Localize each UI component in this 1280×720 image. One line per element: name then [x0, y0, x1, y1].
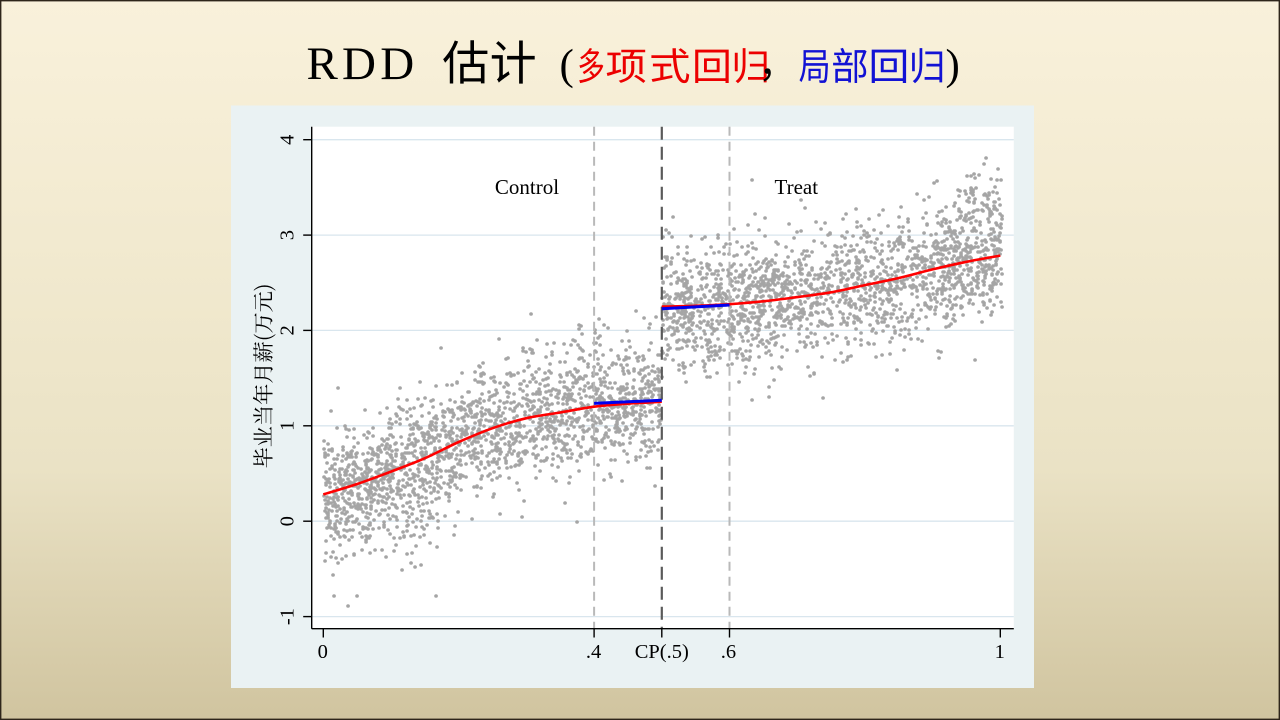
svg-text:3: 3 — [277, 230, 299, 240]
svg-text:.6: .6 — [721, 641, 736, 663]
svg-text:2: 2 — [277, 325, 299, 335]
svg-text:0: 0 — [318, 641, 328, 663]
svg-text:CP(.5): CP(.5) — [635, 641, 689, 663]
svg-text:Control: Control — [495, 175, 559, 199]
svg-text:0: 0 — [277, 516, 299, 526]
svg-text:.4: .4 — [586, 641, 601, 663]
svg-text:): ) — [946, 42, 960, 89]
svg-text:Treat: Treat — [775, 175, 819, 199]
svg-text:-1: -1 — [277, 608, 299, 625]
svg-text:RDD: RDD — [307, 38, 419, 90]
svg-text:1: 1 — [995, 641, 1005, 663]
svg-text:4: 4 — [277, 135, 299, 145]
svg-text:(: ( — [560, 42, 574, 89]
svg-text:1: 1 — [277, 421, 299, 431]
